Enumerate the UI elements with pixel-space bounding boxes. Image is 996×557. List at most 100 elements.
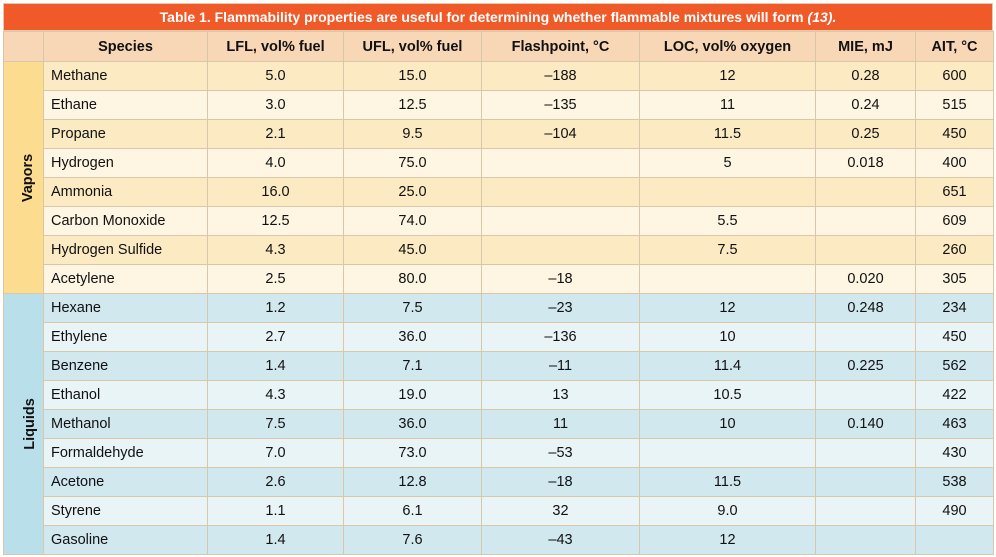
mie-cell: 0.24 <box>815 90 916 120</box>
table-row: Liquids Hexane 1.2 7.5 –23 12 0.248 234 <box>3 293 994 555</box>
mie-cell <box>815 235 916 265</box>
loc-cell: 11.5 <box>639 467 816 497</box>
table-row: Styrene 1.1 6.1 32 9.0 490 <box>4 496 994 526</box>
lfl-cell: 12.5 <box>207 206 344 236</box>
ait-cell: 450 <box>915 119 994 149</box>
flashpoint-cell: –53 <box>481 438 640 468</box>
flashpoint-cell: –23 <box>481 293 640 323</box>
vapors-group-label: Vapors <box>20 153 37 202</box>
table-row: Ethane 3.0 12.5 –135 11 0.24 515 <box>4 90 994 120</box>
flashpoint-cell: –188 <box>481 61 640 91</box>
header-loc: LOC, vol% oxygen <box>639 31 816 62</box>
species-cell: Acetone <box>43 467 208 497</box>
ufl-cell: 75.0 <box>343 148 482 178</box>
header-row: Species LFL, vol% fuel UFL, vol% fuel Fl… <box>3 31 994 62</box>
ufl-cell: 12.8 <box>343 467 482 497</box>
loc-cell: 10 <box>639 409 816 439</box>
flammability-table: Species LFL, vol% fuel UFL, vol% fuel Fl… <box>3 31 994 555</box>
species-cell: Hexane <box>43 293 208 323</box>
table-row: Hydrogen 4.0 75.0 5 0.018 400 <box>4 148 994 178</box>
ait-cell: 515 <box>915 90 994 120</box>
loc-cell: 11.5 <box>639 119 816 149</box>
ait-cell: 651 <box>915 177 994 207</box>
table-row: Ammonia 16.0 25.0 651 <box>4 177 994 207</box>
lfl-cell: 2.5 <box>207 264 344 294</box>
table-row: Acetone 2.6 12.8 –18 11.5 538 <box>4 467 994 497</box>
ufl-cell: 25.0 <box>343 177 482 207</box>
loc-cell: 12 <box>639 293 816 323</box>
mie-cell: 0.248 <box>815 293 916 323</box>
loc-cell <box>639 438 816 468</box>
lfl-cell: 2.7 <box>207 322 344 352</box>
ait-cell: 234 <box>915 293 994 323</box>
flashpoint-cell: –104 <box>481 119 640 149</box>
liquids-group-label-cell: Liquids <box>3 293 44 555</box>
loc-cell: 9.0 <box>639 496 816 526</box>
lfl-cell: 2.6 <box>207 467 344 497</box>
table-row: Hydrogen Sulfide 4.3 45.0 7.5 260 <box>4 235 994 265</box>
liquids-group-label: Liquids <box>21 398 38 450</box>
table-row: Propane 2.1 9.5 –104 11.5 0.25 450 <box>4 119 994 149</box>
vapors-group-label-cell: Vapors <box>3 61 44 294</box>
flashpoint-cell: –18 <box>481 264 640 294</box>
flashpoint-cell: –136 <box>481 322 640 352</box>
species-cell: Propane <box>43 119 208 149</box>
species-cell: Ethylene <box>43 322 208 352</box>
ait-cell: 463 <box>915 409 994 439</box>
loc-cell: 7.5 <box>639 235 816 265</box>
species-cell: Ammonia <box>43 177 208 207</box>
lfl-cell: 2.1 <box>207 119 344 149</box>
species-cell: Acetylene <box>43 264 208 294</box>
header-ait: AIT, °C <box>915 31 994 62</box>
header-species: Species <box>43 31 208 62</box>
species-cell: Hydrogen <box>43 148 208 178</box>
ufl-cell: 6.1 <box>343 496 482 526</box>
header-group-cell <box>3 31 44 62</box>
table-row: Methanol 7.5 36.0 11 10 0.140 463 <box>4 409 994 439</box>
flammability-table-container: Table 1. Flammability properties are use… <box>3 3 994 555</box>
mie-cell <box>815 206 916 236</box>
lfl-cell: 4.3 <box>207 380 344 410</box>
lfl-cell: 1.1 <box>207 496 344 526</box>
lfl-cell: 7.5 <box>207 409 344 439</box>
species-cell: Methanol <box>43 409 208 439</box>
ufl-cell: 7.6 <box>343 525 482 555</box>
header-mie: MIE, mJ <box>815 31 916 62</box>
loc-cell <box>639 177 816 207</box>
table-row: Acetylene 2.5 80.0 –18 0.020 305 <box>4 264 994 294</box>
loc-cell: 11.4 <box>639 351 816 381</box>
mie-cell: 0.020 <box>815 264 916 294</box>
lfl-cell: 3.0 <box>207 90 344 120</box>
ufl-cell: 7.1 <box>343 351 482 381</box>
loc-cell: 12 <box>639 525 816 555</box>
species-cell: Gasoline <box>43 525 208 555</box>
ait-cell: 600 <box>915 61 994 91</box>
ufl-cell: 19.0 <box>343 380 482 410</box>
mie-cell <box>815 438 916 468</box>
flashpoint-cell <box>481 177 640 207</box>
loc-cell: 5.5 <box>639 206 816 236</box>
loc-cell: 5 <box>639 148 816 178</box>
species-cell: Hydrogen Sulfide <box>43 235 208 265</box>
species-cell: Ethanol <box>43 380 208 410</box>
mie-cell <box>815 467 916 497</box>
flashpoint-cell <box>481 148 640 178</box>
ait-cell: 430 <box>915 438 994 468</box>
mie-cell <box>815 380 916 410</box>
table-row: Carbon Monoxide 12.5 74.0 5.5 609 <box>4 206 994 236</box>
mie-cell: 0.140 <box>815 409 916 439</box>
table-body: Vapors Methane 5.0 15.0 –188 12 0.28 600 Ethane 3… <box>3 61 994 555</box>
flashpoint-cell <box>481 206 640 236</box>
ufl-cell: 9.5 <box>343 119 482 149</box>
loc-cell: 10.5 <box>639 380 816 410</box>
ait-cell: 450 <box>915 322 994 352</box>
mie-cell <box>815 496 916 526</box>
ait-cell: 562 <box>915 351 994 381</box>
lfl-cell: 16.0 <box>207 177 344 207</box>
ufl-cell: 15.0 <box>343 61 482 91</box>
lfl-cell: 1.4 <box>207 525 344 555</box>
loc-cell <box>639 264 816 294</box>
ufl-cell: 45.0 <box>343 235 482 265</box>
table-title-reference: (13). <box>807 9 837 25</box>
ait-cell: 400 <box>915 148 994 178</box>
